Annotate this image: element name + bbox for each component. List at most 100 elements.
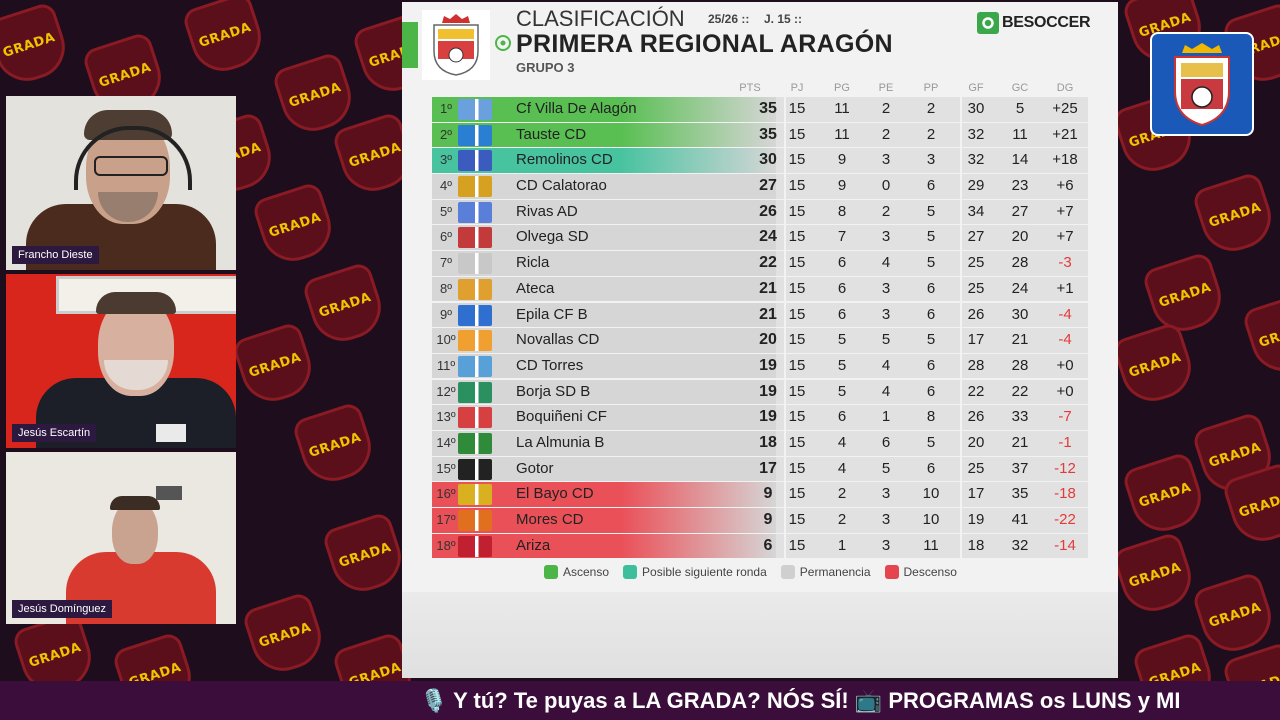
column-divider <box>960 122 962 148</box>
pp-value: 5 <box>926 202 936 220</box>
gf-value: 26 <box>967 305 985 323</box>
team-crest-icon <box>458 330 492 352</box>
team-name[interactable]: Ateca <box>516 279 555 297</box>
table-row[interactable]: 9º Epila CF B 21 15 6 3 6 26 30 -4 <box>432 302 1088 328</box>
team-crest-icon <box>458 535 492 557</box>
dg-value: -22 <box>1054 511 1076 528</box>
team-name[interactable]: Olvega SD <box>516 228 589 246</box>
pg-value: 6 <box>837 305 847 323</box>
gf-value: 28 <box>967 356 985 374</box>
grada-badge-icon: GRADA <box>270 50 360 140</box>
grada-badge-icon: GRADA <box>1120 450 1210 540</box>
pj-value: 15 <box>788 177 806 195</box>
team-name[interactable]: La Almunia B <box>516 433 605 451</box>
column-divider <box>784 482 786 507</box>
table-row[interactable]: 15º Gotor 17 15 4 5 6 25 37 -12 <box>432 456 1088 482</box>
points-value: 19 <box>759 408 777 426</box>
table-row[interactable]: 2º Tauste CD 35 15 11 2 2 32 11 +21 <box>432 122 1088 148</box>
column-divider <box>784 379 786 405</box>
pe-value: 3 <box>881 536 891 554</box>
table-row[interactable]: 17º Mores CD 9 15 2 3 10 19 41 -22 <box>432 508 1088 533</box>
team-name[interactable]: Borja SD B <box>516 382 591 400</box>
table-row[interactable]: 14º La Almunia B 18 15 4 6 5 20 21 -1 <box>432 430 1088 456</box>
column-divider <box>960 430 962 456</box>
pe-value: 0 <box>881 177 891 195</box>
team-name[interactable]: Cf Villa De Alagón <box>516 100 637 117</box>
team-name[interactable]: Ariza <box>516 536 551 554</box>
grada-badge-icon: GRADA <box>0 0 74 90</box>
points-value: 22 <box>759 254 777 272</box>
pg-value: 4 <box>837 433 847 451</box>
column-divider <box>960 482 962 507</box>
column-divider <box>784 97 786 122</box>
pp-value: 5 <box>926 433 936 451</box>
team-name[interactable]: Tauste CD <box>516 125 587 143</box>
team-name[interactable]: CD Torres <box>516 356 584 374</box>
dg-value: +18 <box>1052 151 1078 169</box>
column-divider <box>960 456 962 482</box>
team-name[interactable]: Novallas CD <box>516 331 600 349</box>
dg-value: -1 <box>1058 433 1072 451</box>
pj-value: 15 <box>788 331 806 349</box>
team-name[interactable]: CD Calatorao <box>516 177 607 195</box>
team-name[interactable]: Epila CF B <box>516 305 588 323</box>
team-name[interactable]: Boquiñeni CF <box>516 408 607 426</box>
table-row[interactable]: 6º Olvega SD 24 15 7 3 5 27 20 +7 <box>432 225 1088 251</box>
table-row[interactable]: 12º Borja SD B 19 15 5 4 6 22 22 +0 <box>432 379 1088 405</box>
table-row[interactable]: 4º CD Calatorao 27 15 9 0 6 29 23 +6 <box>432 174 1088 199</box>
news-ticker: 🎙️ Y tú? Te puyas a LA GRADA? NÓS SÍ! 📺 … <box>0 681 1280 720</box>
pp-value: 6 <box>926 177 936 195</box>
gf-value: 18 <box>967 536 985 554</box>
column-divider <box>784 174 786 199</box>
column-divider <box>784 251 786 276</box>
legend-swatch-icon <box>623 565 638 579</box>
team-name[interactable]: Gotor <box>516 459 554 477</box>
gf-value: 27 <box>967 228 985 246</box>
dg-value: -12 <box>1054 459 1076 477</box>
table-row[interactable]: 5º Rivas AD 26 15 8 2 5 34 27 +7 <box>432 199 1088 225</box>
background-photo <box>402 592 1118 678</box>
row-position: 10º <box>436 332 456 348</box>
dg-value: -7 <box>1058 408 1072 426</box>
table-row[interactable]: 8º Ateca 21 15 6 3 6 25 24 +1 <box>432 276 1088 302</box>
row-position: 7º <box>440 255 452 271</box>
column-divider <box>784 199 786 225</box>
gc-value: 5 <box>1015 100 1025 117</box>
row-position: 14º <box>436 434 456 450</box>
pg-value: 11 <box>834 125 850 143</box>
column-divider <box>784 148 786 173</box>
team-name[interactable]: Remolinos CD <box>516 151 613 169</box>
team-name[interactable]: Mores CD <box>516 511 584 528</box>
grada-badge-icon: GRADA <box>1190 170 1280 260</box>
gc-value: 21 <box>1011 433 1029 451</box>
table-row[interactable]: 11º CD Torres 19 15 5 4 6 28 28 +0 <box>432 353 1088 379</box>
table-row[interactable]: 18º Ariza 6 15 1 3 11 18 32 -14 <box>432 533 1088 559</box>
gc-value: 30 <box>1011 305 1029 323</box>
table-row[interactable]: 1º Cf Villa De Alagón 35 15 11 2 2 30 5 +25 <box>432 97 1088 122</box>
table-row[interactable]: 10º Novallas CD 20 15 5 5 5 17 21 -4 <box>432 328 1088 353</box>
standings-table: 1º Cf Villa De Alagón 35 15 11 2 2 30 5 +25 2º Taus… <box>432 97 1088 559</box>
dg-value: -4 <box>1058 331 1072 349</box>
team-name[interactable]: Ricla <box>516 254 550 272</box>
row-position: 8º <box>440 280 452 296</box>
table-row[interactable]: 13º Boquiñeni CF 19 15 6 1 8 26 33 -7 <box>432 405 1088 430</box>
table-row[interactable]: 7º Ricla 22 15 6 4 5 25 28 -3 <box>432 251 1088 276</box>
grada-badge-icon: GRADA <box>230 320 320 410</box>
legend-swatch-icon <box>884 565 899 579</box>
dg-value: +6 <box>1056 177 1074 195</box>
table-row[interactable]: 3º Remolinos CD 30 15 9 3 3 32 14 +18 <box>432 148 1088 173</box>
gc-value: 14 <box>1011 151 1029 169</box>
team-name[interactable]: Rivas AD <box>516 202 578 220</box>
column-divider <box>960 533 962 559</box>
season-label: 25/26 :: <box>708 12 750 26</box>
pg-value: 5 <box>837 331 847 349</box>
team-crest-icon <box>458 458 492 480</box>
column-header-pj: PJ <box>790 82 804 94</box>
pg-value: 11 <box>834 100 850 117</box>
team-crest-icon <box>458 407 492 429</box>
points-value: 35 <box>759 100 777 117</box>
table-row[interactable]: 16º El Bayo CD 9 15 2 3 10 17 35 -18 <box>432 482 1088 507</box>
team-crest-icon <box>458 484 492 506</box>
team-name[interactable]: El Bayo CD <box>516 485 594 503</box>
grada-badge-icon: GRADA <box>240 590 330 680</box>
